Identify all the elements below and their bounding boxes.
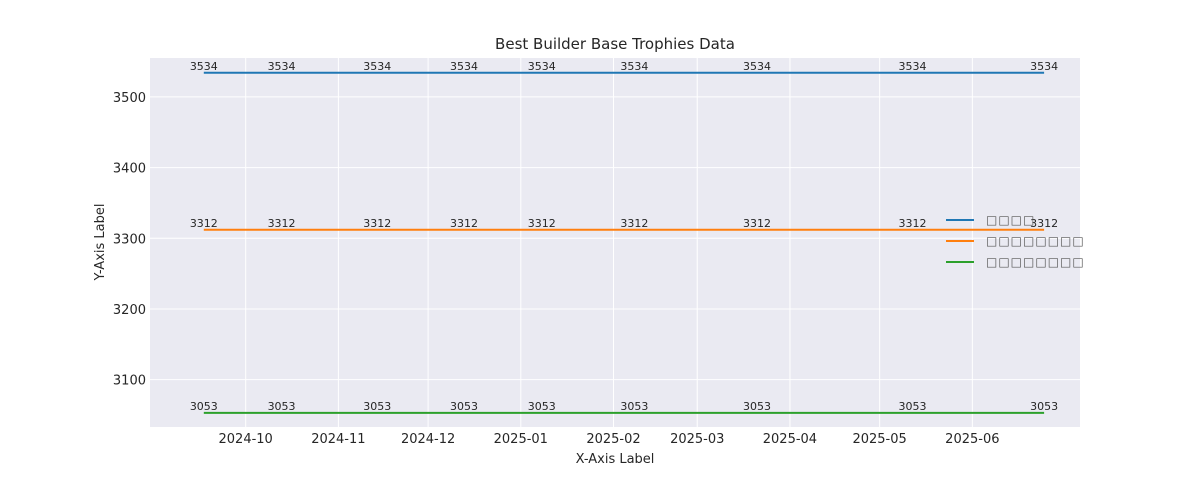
- x-tick-label: 2025-04: [763, 432, 817, 447]
- data-label: 3053: [899, 400, 927, 413]
- data-label: 3312: [1030, 217, 1058, 230]
- data-label: 3534: [268, 60, 296, 73]
- y-tick-label: 3400: [113, 162, 146, 177]
- x-tick-label: 2025-06: [945, 432, 999, 447]
- data-label: 3312: [899, 217, 927, 230]
- legend: □□□□□□□□□□□□□□□□□□□□: [946, 213, 1085, 269]
- data-label: 3053: [450, 400, 478, 413]
- x-tick-label: 2024-12: [401, 432, 455, 447]
- data-label: 3534: [450, 60, 478, 73]
- data-label: 3312: [743, 217, 771, 230]
- y-tick-label: 3100: [113, 374, 146, 389]
- data-label: 3534: [620, 60, 648, 73]
- data-label: 3312: [190, 217, 218, 230]
- legend-label: □□□□□□□□: [986, 234, 1085, 248]
- data-label: 3534: [899, 60, 927, 73]
- x-tick-label: 2025-05: [852, 432, 906, 447]
- series-layer: [203, 71, 1045, 414]
- data-label: 3312: [450, 217, 478, 230]
- y-axis-label: Y-Axis Label: [93, 204, 108, 282]
- data-label: 3534: [743, 60, 771, 73]
- data-label: 3312: [363, 217, 391, 230]
- y-tick-label: 3300: [113, 232, 146, 247]
- data-label: 3534: [363, 60, 391, 73]
- x-axis-label: X-Axis Label: [576, 452, 655, 467]
- data-label: 3053: [363, 400, 391, 413]
- data-label: 3053: [1030, 400, 1058, 413]
- data-label: 3534: [1030, 60, 1058, 73]
- data-label: 3312: [620, 217, 648, 230]
- axes: 3100 3200 3300 3400 3500 2024-10 2024-11 2024-1…: [113, 91, 1000, 447]
- y-tick-label: 3500: [113, 91, 146, 106]
- x-tick-label: 2025-02: [586, 432, 640, 447]
- data-label: 3534: [528, 60, 556, 73]
- x-tick-label: 2025-01: [494, 432, 548, 447]
- data-label: 3053: [268, 400, 296, 413]
- data-label: 3053: [528, 400, 556, 413]
- y-tick-label: 3200: [113, 303, 146, 318]
- x-tick-label: 2025-03: [670, 432, 724, 447]
- legend-label: □□□□□□□□: [986, 255, 1085, 269]
- data-label: 3312: [268, 217, 296, 230]
- data-label: 3312: [528, 217, 556, 230]
- data-label: 3053: [743, 400, 771, 413]
- data-label: 3534: [190, 60, 218, 73]
- data-label: 3053: [620, 400, 648, 413]
- chart-title: Best Builder Base Trophies Data: [495, 35, 735, 53]
- plot-area: [150, 58, 1080, 427]
- x-tick-label: 2024-10: [219, 432, 273, 447]
- x-tick-label: 2024-11: [311, 432, 365, 447]
- data-label: 3053: [190, 400, 218, 413]
- legend-label: □□□□: [986, 213, 1035, 227]
- grid-lines: [150, 58, 1080, 427]
- data-labels: 3534 3534 3534 3534 3534 3534 3534 3534 3534 3312…: [190, 60, 1058, 413]
